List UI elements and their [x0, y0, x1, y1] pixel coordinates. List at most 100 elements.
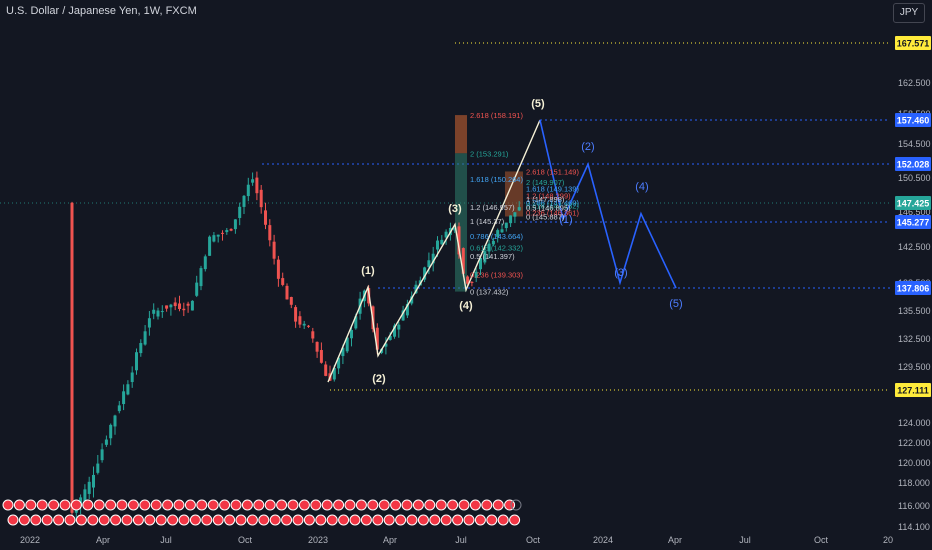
candle-body — [264, 210, 267, 225]
candle — [311, 327, 315, 343]
fib-level-label: 1.618 (149.139) — [526, 185, 579, 194]
candle-body — [173, 302, 177, 307]
candle — [109, 423, 113, 446]
candle — [276, 255, 280, 287]
event-marker-icon — [121, 514, 133, 526]
candle-body — [203, 256, 207, 270]
candle-body — [130, 372, 134, 383]
candle — [169, 303, 173, 316]
candle — [517, 201, 521, 212]
y-axis-tick-label: 135.500 — [898, 306, 931, 316]
candle-body — [221, 232, 224, 234]
x-axis-tick-label: Apr — [668, 535, 682, 545]
candle — [92, 466, 95, 498]
fib-level-label: 0.618 (142.332) — [470, 244, 523, 253]
candle — [212, 232, 216, 243]
fib-level-label: 0 (137.432) — [470, 288, 509, 297]
candle — [440, 235, 444, 245]
x-axis-tick-label: Oct — [238, 535, 253, 545]
x-axis-tick-label: 2023 — [308, 535, 328, 545]
candle-body — [83, 489, 87, 503]
candle-body — [440, 239, 444, 245]
event-marker-icon — [98, 514, 110, 526]
event-marker-icon — [162, 499, 174, 511]
y-axis-tick-label: 142.500 — [898, 242, 931, 252]
event-marker-icon — [18, 514, 30, 526]
fib-level-label: 0 (145.887) — [526, 213, 565, 222]
candle-body — [216, 234, 220, 237]
currency-button[interactable]: JPY — [893, 3, 925, 23]
candle — [251, 172, 255, 186]
y-axis-tick-label: 162.500 — [898, 78, 931, 88]
candle — [272, 234, 276, 265]
candle — [117, 401, 121, 414]
candle-body — [311, 331, 315, 339]
candle-body — [350, 330, 353, 339]
event-marker-icon — [440, 514, 452, 526]
event-marker-icon — [372, 514, 384, 526]
event-marker-icon — [344, 499, 356, 511]
price-level-badge-label: 147.425 — [897, 199, 930, 209]
candle-body — [496, 230, 500, 237]
event-marker-icon — [110, 514, 122, 526]
fib-level-label: 1.2 (148.299) — [526, 192, 571, 201]
candle-body — [307, 325, 310, 327]
candle-body — [70, 202, 74, 513]
event-marker-icon — [116, 499, 128, 511]
candle — [242, 194, 246, 215]
event-marker-icon — [435, 499, 447, 511]
y-axis-tick-label: 116.000 — [898, 501, 930, 511]
candle-body — [401, 310, 405, 321]
candle — [160, 305, 164, 318]
y-axis-tick-label: 150.500 — [898, 173, 931, 183]
event-marker-icon — [264, 499, 276, 511]
event-marker-icon — [253, 499, 265, 511]
wave-label-white: (4) — [459, 300, 473, 312]
candle-body — [388, 335, 392, 340]
candle-body — [229, 228, 233, 231]
candle — [255, 171, 259, 201]
wave-label-white: (2) — [372, 373, 386, 385]
event-marker-icon — [36, 499, 48, 511]
candle — [397, 321, 401, 338]
event-marker-icon — [7, 514, 19, 526]
candle-body — [453, 228, 457, 231]
event-marker-icon — [53, 514, 65, 526]
event-flash-icon — [510, 499, 522, 511]
candle — [281, 272, 285, 287]
price-level-badge — [895, 36, 931, 50]
event-marker-icon — [292, 514, 304, 526]
event-marker-icon — [310, 499, 322, 511]
candle — [509, 215, 513, 228]
wave-count-blue — [539, 119, 677, 289]
candle — [294, 305, 298, 328]
candle-body — [135, 352, 138, 371]
event-marker-icon — [25, 499, 37, 511]
candle-body — [139, 343, 143, 354]
y-axis-tick-label: 132.500 — [898, 334, 931, 344]
candle — [246, 177, 250, 202]
candle-body — [332, 368, 336, 380]
event-marker-icon — [497, 514, 509, 526]
candle — [135, 348, 138, 375]
candle-body — [345, 337, 349, 352]
price-level-badge-label: 157.460 — [897, 116, 930, 126]
candle-body — [251, 179, 255, 183]
price-level-badge-label: 137.806 — [897, 284, 930, 294]
fib-level-label: 1.618 (150.264) — [470, 175, 523, 184]
candle — [513, 212, 517, 224]
price-level-badge-label: 152.028 — [897, 160, 930, 170]
event-marker-icon — [424, 499, 436, 511]
candle — [139, 339, 143, 357]
candle — [504, 222, 508, 232]
candle-body — [500, 229, 504, 233]
event-marker-icon — [406, 514, 418, 526]
fib-level-label: 2 (149.907) — [526, 178, 565, 187]
candle-body — [100, 449, 104, 461]
x-axis-tick-label: Apr — [383, 535, 397, 545]
candle-body — [504, 222, 508, 229]
candle — [298, 311, 302, 328]
candle — [285, 283, 289, 300]
candle-body — [414, 284, 418, 294]
